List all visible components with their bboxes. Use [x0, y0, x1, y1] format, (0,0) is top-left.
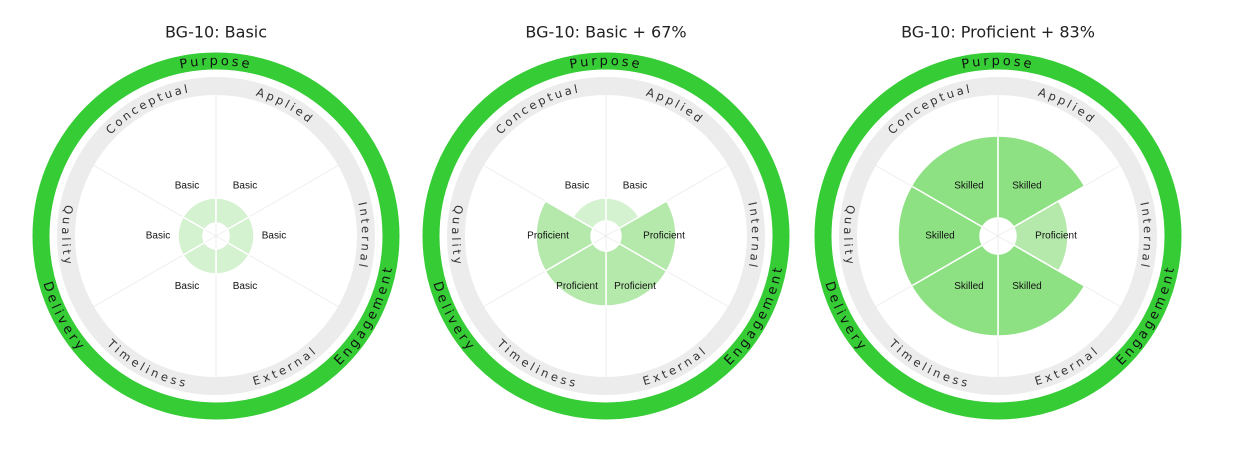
- outer-ring: [814, 52, 1182, 420]
- segment-label: Skilled: [954, 281, 983, 292]
- segment-label: Skilled: [954, 180, 983, 191]
- segment: [897, 184, 984, 288]
- panel-title: BG-10: Proficient + 83%: [901, 23, 1095, 42]
- segment-label: Skilled: [1012, 281, 1041, 292]
- outer-label: Purpose: [568, 53, 640, 72]
- outer-ring: [32, 52, 400, 420]
- outer-label: Purpose: [960, 53, 1032, 72]
- panel: BG-10: Basic + 67%PurposeEngagementDeliv…: [422, 23, 790, 420]
- outer-label: Purpose: [178, 53, 250, 72]
- dimension-ring: [839, 77, 1157, 395]
- dimension-ring: [447, 77, 765, 395]
- dimension-label: Quality: [59, 204, 73, 268]
- dimension-label: Quality: [59, 204, 76, 268]
- segment-label: Basic: [175, 281, 199, 292]
- segment-label: Proficient: [614, 281, 656, 292]
- segment: [997, 243, 1086, 337]
- segment-label: Proficient: [527, 231, 569, 242]
- dimension-label: Quality: [449, 204, 463, 268]
- outer-label: Purpose: [960, 53, 1035, 72]
- segment: [997, 135, 1086, 229]
- segment: [1012, 199, 1069, 273]
- dimension-ring: [57, 77, 375, 395]
- segment-label: Basic: [623, 180, 647, 191]
- segment-label: Basic: [146, 231, 170, 242]
- dimension-label: Quality: [841, 204, 858, 268]
- segment-label: Proficient: [556, 281, 598, 292]
- segment: [617, 199, 677, 273]
- dimension-label: Quality: [449, 204, 466, 268]
- segment: [544, 242, 607, 307]
- panel: BG-10: Proficient + 83%PurposeEngagement…: [814, 23, 1182, 420]
- segment: [910, 243, 999, 337]
- panel: BG-10: BasicPurposeEngagementDeliveryCon…: [32, 23, 400, 420]
- dimension-label: Quality: [841, 204, 855, 268]
- segment: [177, 215, 206, 257]
- segment-label: Basic: [565, 180, 589, 191]
- segment: [605, 242, 668, 307]
- segment-label: Basic: [233, 281, 257, 292]
- segment-label: Proficient: [1035, 231, 1077, 242]
- segment-label: Basic: [175, 180, 199, 191]
- panel-title: BG-10: Basic: [165, 23, 267, 42]
- segment-label: Proficient: [643, 231, 685, 242]
- segment-label: Skilled: [925, 231, 954, 242]
- outer-ring: [422, 52, 790, 420]
- segment: [535, 199, 595, 273]
- segment-label: Skilled: [1012, 180, 1041, 191]
- segment-label: Basic: [262, 231, 286, 242]
- panel-title: BG-10: Basic + 67%: [525, 23, 686, 42]
- outer-label: Purpose: [568, 53, 643, 72]
- segment-label: Basic: [233, 180, 257, 191]
- outer-label: Purpose: [178, 53, 253, 72]
- segment: [910, 135, 999, 229]
